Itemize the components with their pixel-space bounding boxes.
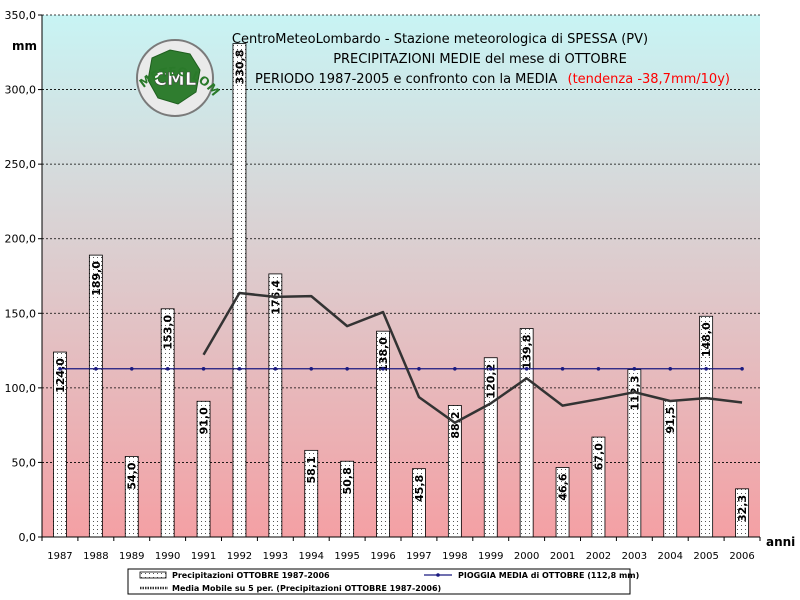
mean-point — [560, 366, 565, 371]
x-tick-label: 1987 — [47, 551, 72, 562]
mean-point — [309, 366, 314, 371]
bar-value-label: 32,3 — [736, 495, 749, 522]
mean-point — [129, 366, 134, 371]
chart-subtitle-2: PERIODO 1987-2005 e confronto con la MED… — [255, 72, 730, 87]
mean-point — [488, 366, 493, 371]
x-axis-label: anni — [766, 535, 795, 549]
line-series — [58, 291, 744, 425]
subtitle-period: PERIODO 1987-2005 e confronto con la MED… — [255, 72, 557, 87]
y-tick-label: 250,0 — [5, 158, 37, 171]
mean-point — [58, 366, 62, 371]
x-tick-label: 2004 — [658, 551, 683, 562]
bar-value-label: 120,2 — [485, 364, 498, 399]
y-tick-label: 0,0 — [19, 531, 37, 544]
mean-point — [704, 366, 708, 371]
bar-value-label: 67,0 — [592, 443, 605, 470]
x-tick-label: 2003 — [622, 551, 647, 562]
y-axis-label: mm — [12, 39, 37, 53]
bar-value-label: 138,0 — [377, 337, 390, 372]
chart-legend: Precipitazioni OTTOBRE 1987-2006 PIOGGIA… — [127, 568, 639, 595]
mean-point — [201, 366, 206, 371]
mean-point — [273, 366, 278, 371]
x-tick-label: 2006 — [729, 551, 754, 562]
mean-point — [453, 366, 457, 371]
y-tick-label: 150,0 — [5, 307, 37, 320]
bar-value-label: 124,0 — [54, 358, 67, 393]
bar-value-label: 54,0 — [126, 462, 139, 489]
y-tick-label: 50,0 — [12, 456, 37, 469]
legend-marker-mean — [436, 573, 440, 577]
mean-point — [345, 366, 349, 371]
mean-point — [165, 366, 170, 371]
bar-value-label: 189,0 — [90, 261, 103, 296]
x-tick-label: 2000 — [514, 551, 539, 562]
x-tick-label: 1993 — [263, 551, 288, 562]
legend-label-bars: Precipitazioni OTTOBRE 1987-2006 — [172, 571, 330, 580]
x-tick-label: 1999 — [478, 551, 503, 562]
logo-center-text: CML — [154, 69, 197, 90]
mean-point — [632, 366, 637, 371]
bar-value-label: 148,0 — [700, 322, 713, 357]
x-tick-label: 2002 — [586, 551, 611, 562]
mean-point — [740, 366, 744, 371]
bar-value-label: 330,8 — [233, 50, 246, 85]
y-tick-label: 350,0 — [5, 9, 37, 22]
y-axis-ticks: 0,0 50,0 100,0 150,0 200,0 250,0 300,0 350,0 — [5, 9, 42, 544]
mean-point — [237, 366, 242, 371]
x-tick-label: 2005 — [693, 551, 718, 562]
y-tick-label: 300,0 — [5, 84, 37, 97]
x-tick-label: 1995 — [334, 551, 359, 562]
x-tick-label: 1991 — [191, 551, 216, 562]
mean-point — [94, 366, 98, 371]
bar-value-label: 91,5 — [664, 407, 677, 434]
chart-subtitle-1: PRECIPITAZIONI MEDIE del mese di OTTOBRE — [333, 52, 627, 67]
y-tick-label: 200,0 — [5, 233, 37, 246]
moving-average-line — [202, 291, 743, 425]
x-tick-label: 1989 — [119, 551, 144, 562]
x-tick-label: 2001 — [550, 551, 575, 562]
mean-point — [381, 366, 385, 371]
trend-note: (tendenza -38,7mm/10y) — [568, 72, 730, 87]
legend-label-mean: PIOGGIA MEDIA di OTTOBRE (112,8 mm) — [458, 571, 639, 580]
legend-box — [127, 568, 631, 595]
bar-value-label: 45,8 — [413, 475, 426, 502]
bar-value-label: 139,8 — [521, 334, 534, 369]
x-tick-label: 1996 — [370, 551, 395, 562]
bar-value-label: 153,0 — [162, 314, 175, 349]
mean-point — [596, 366, 601, 371]
x-tick-label: 1998 — [442, 551, 467, 562]
bar-value-label: 88,2 — [449, 411, 462, 438]
y-tick-label: 100,0 — [5, 382, 37, 395]
bar-value-label: 91,0 — [198, 407, 211, 434]
x-tick-label: 1994 — [299, 551, 324, 562]
bar-value-label: 46,6 — [557, 473, 570, 500]
legend-label-moving-avg: Media Mobile su 5 per. (Precipitazioni O… — [172, 584, 441, 593]
x-axis-ticks: 1987 1988 1989 1990 1991 1992 1993 1994 1995 1996… — [41, 537, 761, 562]
bar-1992 — [232, 43, 247, 538]
bar-value-label: 58,1 — [305, 456, 318, 483]
x-tick-label: 1990 — [155, 551, 180, 562]
mean-point — [668, 366, 673, 371]
x-tick-label: 1988 — [83, 551, 108, 562]
x-tick-label: 1992 — [227, 551, 252, 562]
chart-title: CentroMeteoLombardo - Stazione meteorolo… — [232, 32, 648, 47]
mean-point — [417, 366, 421, 371]
bar-1988 — [88, 254, 103, 538]
mean-point — [524, 366, 529, 371]
x-tick-label: 1997 — [406, 551, 431, 562]
bar-value-label: 50,8 — [341, 467, 354, 494]
legend-swatch-bars — [139, 571, 167, 579]
